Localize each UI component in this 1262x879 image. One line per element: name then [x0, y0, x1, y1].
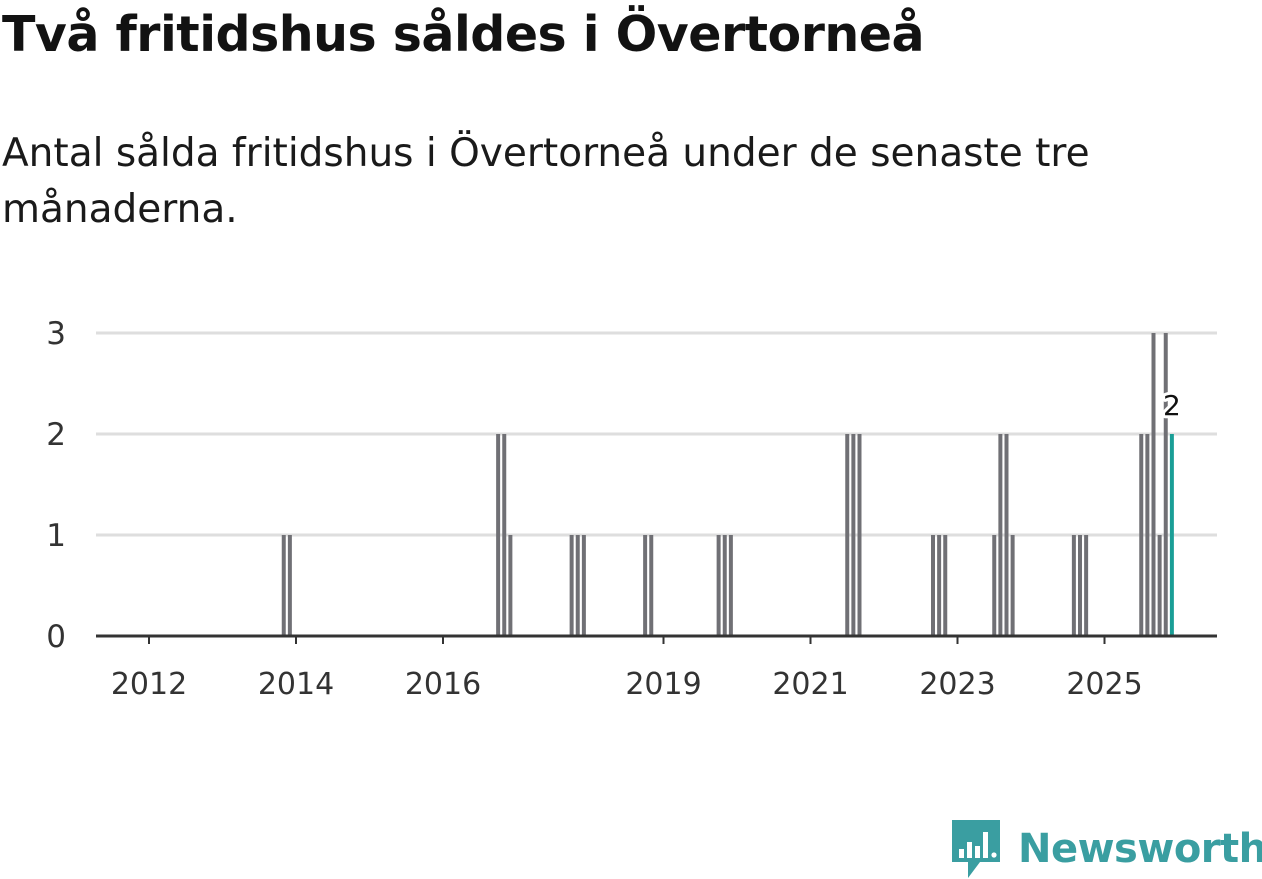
y-tick-label: 1 — [46, 518, 66, 554]
x-tick-label: 2019 — [625, 667, 701, 702]
label-layer: 2 — [1160, 386, 1184, 425]
bar — [575, 535, 580, 636]
bar — [1084, 535, 1089, 636]
brand[interactable]: Newsworthy — [950, 818, 1262, 879]
bar — [569, 535, 574, 636]
bar — [937, 535, 942, 636]
bar — [1010, 535, 1015, 636]
bar — [1145, 434, 1150, 636]
axis-layer: 0 1 2 3 2012 2014 2016 2019 2021 2023 2025 — [46, 316, 1217, 702]
bar — [728, 535, 733, 636]
chart-subtitle: Antal sålda fritidshus i Övertorneå unde… — [2, 131, 1090, 232]
y-tick-label: 0 — [46, 619, 66, 655]
x-tick-label: 2025 — [1066, 667, 1142, 702]
bar — [1004, 434, 1009, 636]
bar — [943, 535, 948, 636]
bar — [851, 434, 856, 636]
x-tick-label: 2023 — [919, 667, 995, 702]
bar — [496, 434, 501, 636]
bar-highlight — [1169, 434, 1174, 636]
bar — [1139, 434, 1144, 636]
grid-layer — [96, 331, 1217, 537]
bar — [1078, 535, 1082, 636]
bar — [508, 535, 513, 636]
bar — [1151, 333, 1156, 636]
bar — [281, 535, 286, 636]
bar — [643, 535, 648, 636]
y-tick-label: 2 — [46, 417, 66, 453]
bar — [931, 535, 935, 636]
bar — [1071, 535, 1076, 636]
bar — [845, 434, 850, 636]
bar — [857, 434, 862, 636]
data-label: 2 — [1163, 389, 1181, 422]
x-tick-label: 2021 — [772, 667, 848, 702]
newsworthy-logo-icon — [952, 820, 1000, 878]
bar — [649, 535, 654, 636]
bar — [722, 535, 727, 636]
brand-name: Newsworthy — [1018, 826, 1262, 872]
bar — [1157, 535, 1162, 636]
x-tick-label: 2014 — [258, 667, 334, 702]
x-tick-label: 2016 — [405, 667, 481, 702]
x-tick-label: 2012 — [111, 667, 187, 702]
bar — [998, 434, 1003, 636]
bar — [581, 535, 586, 636]
bar-chart: 0 1 2 3 2012 2014 2016 2019 2021 2023 2025 2 — [46, 316, 1217, 702]
chart-title: Två fritidshus såldes i Övertorneå — [2, 6, 925, 63]
bar — [1163, 333, 1168, 636]
y-tick-label: 3 — [46, 316, 66, 352]
bar — [502, 434, 507, 636]
bar — [716, 535, 721, 636]
bar-layer — [281, 333, 1174, 636]
bar — [287, 535, 292, 636]
bar — [992, 535, 997, 636]
